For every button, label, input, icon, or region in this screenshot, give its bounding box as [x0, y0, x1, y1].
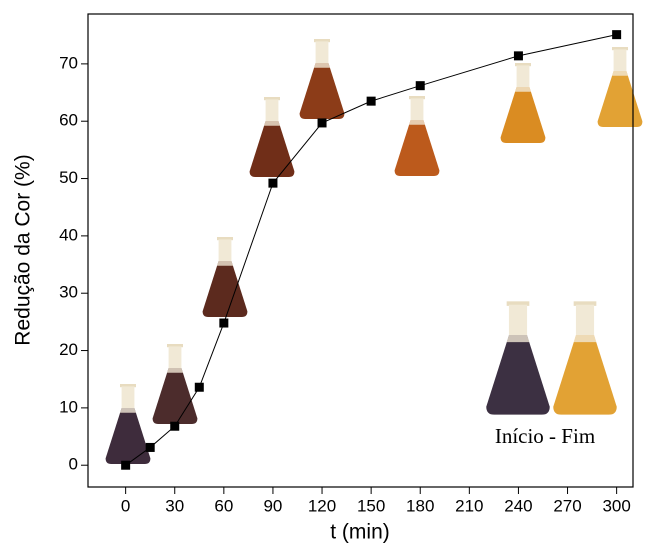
x-tick-label: 300 — [602, 496, 630, 515]
x-tick-label: 210 — [455, 496, 483, 515]
data-point — [145, 442, 155, 452]
y-tick-label: 10 — [59, 397, 78, 416]
flask — [500, 63, 546, 143]
y-tick-label: 50 — [59, 168, 78, 187]
y-axis-label: Redução da Cor (%) — [12, 154, 35, 345]
x-tick-label: 150 — [357, 496, 385, 515]
data-point — [612, 30, 622, 40]
x-tick-label: 30 — [165, 496, 184, 515]
y-tick-label: 40 — [59, 225, 78, 244]
data-point — [219, 318, 229, 328]
x-tick-label: 0 — [121, 496, 130, 515]
x-tick-label: 120 — [308, 496, 336, 515]
data-point — [121, 460, 131, 470]
data-point — [194, 382, 204, 392]
data-point — [317, 118, 327, 128]
y-tick-label: 0 — [69, 455, 78, 474]
flask — [597, 47, 643, 127]
y-tick-label: 30 — [59, 283, 78, 302]
data-point — [366, 96, 376, 106]
y-tick-label: 60 — [59, 111, 78, 130]
x-tick-label: 240 — [504, 496, 532, 515]
annotation: Início - Fim — [495, 424, 595, 448]
flask — [152, 344, 198, 424]
data-point — [415, 81, 425, 91]
flask — [299, 39, 345, 119]
x-axis-label: t (min) — [330, 521, 390, 544]
plot-frame — [87, 13, 634, 488]
x-tick-label: 180 — [406, 496, 434, 515]
flask — [202, 237, 248, 317]
x-tick-label: 90 — [263, 496, 282, 515]
flask — [553, 301, 617, 415]
data-point — [268, 178, 278, 188]
y-tick-label: 20 — [59, 340, 78, 359]
y-tick-label: 70 — [59, 53, 78, 72]
x-tick-label: 270 — [553, 496, 581, 515]
flask — [394, 96, 440, 176]
x-tick-label: 60 — [214, 496, 233, 515]
flask — [486, 301, 550, 415]
data-point — [170, 421, 180, 431]
data-point — [513, 51, 523, 61]
